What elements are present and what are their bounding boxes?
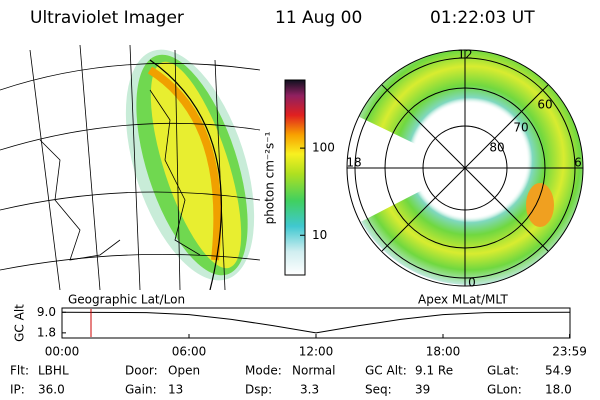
info-value: LBHL bbox=[38, 364, 69, 378]
title: Ultraviolet Imager bbox=[30, 8, 184, 28]
y-tick-label: 9.0 bbox=[37, 305, 56, 319]
left-panel-label: Geographic Lat/Lon bbox=[68, 293, 185, 307]
info-label: GC Alt: bbox=[365, 364, 407, 378]
info-label: Gain: bbox=[125, 383, 157, 397]
info-label: Seq: bbox=[365, 383, 392, 397]
info-label: GLat: bbox=[487, 364, 519, 378]
colorbar bbox=[284, 79, 306, 276]
mlt-label: 12 bbox=[457, 48, 472, 62]
x-tick-label: 00:00 bbox=[45, 345, 80, 359]
date: 11 Aug 00 bbox=[275, 8, 362, 28]
colorbar-ticks: 10 100 bbox=[300, 141, 335, 242]
info-value: 13 bbox=[168, 383, 183, 397]
colorbar-label: photon cm⁻²s⁻¹ bbox=[263, 131, 277, 224]
lat-label: 80 bbox=[489, 141, 504, 155]
info-value: Normal bbox=[292, 364, 335, 378]
x-tick-label: 23:59 bbox=[552, 345, 587, 359]
info-value: 54.9 bbox=[545, 364, 572, 378]
lat-label: 70 bbox=[513, 121, 528, 135]
info-label: IP: bbox=[10, 383, 25, 397]
info-label: Dsp: bbox=[245, 383, 272, 397]
right-panel-label: Apex MLat/MLT bbox=[418, 293, 508, 307]
info-panel: Flt: LBHL Door: Open Mode: Normal GC Alt: 9.1 R… bbox=[10, 364, 572, 397]
info-label: GLon: bbox=[487, 383, 522, 397]
info-value: 36.0 bbox=[38, 383, 65, 397]
info-value: Open bbox=[168, 364, 200, 378]
altitude-axis-label: GC Alt bbox=[13, 304, 27, 342]
time: 01:22:03 UT bbox=[430, 8, 535, 28]
mlt-label: 6 bbox=[574, 156, 582, 170]
info-label: Door: bbox=[125, 364, 158, 378]
lat-label: 60 bbox=[537, 98, 552, 112]
colorbar-tick-label: 10 bbox=[312, 228, 327, 242]
info-value: 3.3 bbox=[300, 383, 319, 397]
mlt-label: 18 bbox=[346, 156, 361, 170]
altitude-plot: 9.0 1.8 00:00 06:00 12:00 18:00 23:59 bbox=[37, 305, 587, 359]
info-value: 18.0 bbox=[545, 383, 572, 397]
info-value: 9.1 Re bbox=[415, 364, 453, 378]
info-label: Mode: bbox=[245, 364, 282, 378]
x-tick-label: 06:00 bbox=[172, 345, 207, 359]
y-tick-label: 1.8 bbox=[37, 325, 56, 339]
polar-map bbox=[346, 49, 584, 287]
x-tick-label: 18:00 bbox=[426, 345, 461, 359]
colorbar-tick-label: 100 bbox=[312, 141, 335, 155]
x-tick-label: 12:00 bbox=[299, 345, 334, 359]
geographic-map bbox=[0, 45, 261, 290]
altitude-line bbox=[61, 311, 571, 334]
info-label: Flt: bbox=[10, 364, 29, 378]
info-value: 39 bbox=[415, 383, 430, 397]
mlt-label: 0 bbox=[468, 276, 476, 290]
